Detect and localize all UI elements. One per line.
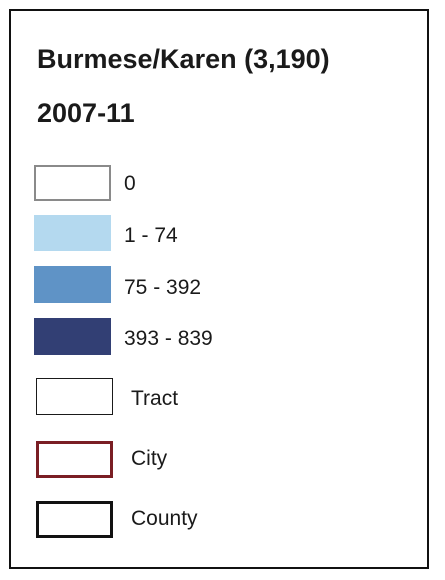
- legend-title: Burmese/Karen (3,190): [37, 44, 330, 74]
- legend-swatch-county-boundary: [36, 501, 113, 538]
- legend-label-tract: Tract: [131, 387, 179, 410]
- legend-label-city: City: [131, 447, 168, 470]
- legend-swatch-tract-boundary: [36, 378, 113, 415]
- legend-label-class-1: 1 - 74: [124, 224, 178, 247]
- legend-swatch-class-3: [34, 318, 111, 355]
- legend-label-county: County: [131, 507, 198, 530]
- legend-label-class-3: 393 - 839: [124, 327, 213, 350]
- legend-swatch-city-boundary: [36, 441, 113, 478]
- legend-swatch-class-0: [34, 165, 111, 201]
- legend-label-class-2: 75 - 392: [124, 276, 202, 299]
- legend-period: 2007-11: [37, 98, 135, 128]
- legend-label-class-0: 0: [124, 172, 136, 195]
- legend-swatch-class-1: [34, 215, 111, 251]
- map-legend: Burmese/Karen (3,190) 2007-11 0 1 - 74 7…: [9, 9, 429, 569]
- legend-swatch-class-2: [34, 266, 111, 303]
